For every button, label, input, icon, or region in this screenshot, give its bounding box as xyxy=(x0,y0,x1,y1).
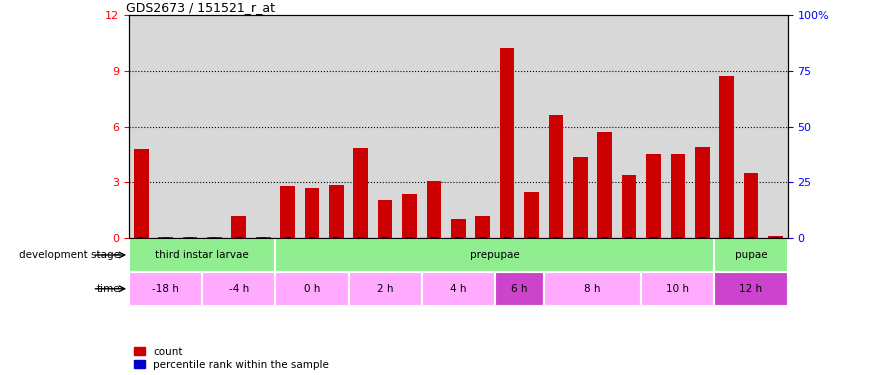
Text: development stage: development stage xyxy=(20,250,120,260)
Bar xyxy=(431,237,437,238)
Bar xyxy=(456,237,461,238)
Bar xyxy=(744,173,758,238)
Bar xyxy=(724,237,730,238)
Bar xyxy=(334,237,339,238)
Bar xyxy=(626,237,632,238)
Text: -18 h: -18 h xyxy=(152,284,179,294)
Bar xyxy=(529,237,535,238)
Bar xyxy=(358,237,364,238)
Bar xyxy=(500,48,514,238)
Text: 10 h: 10 h xyxy=(667,284,690,294)
Bar xyxy=(544,272,642,306)
Bar xyxy=(451,219,465,238)
Bar xyxy=(715,272,788,306)
Bar xyxy=(548,116,563,238)
Bar xyxy=(573,157,587,238)
Text: 8 h: 8 h xyxy=(584,284,601,294)
Bar xyxy=(622,175,636,238)
Bar xyxy=(353,148,368,238)
Bar xyxy=(285,237,291,238)
Bar xyxy=(642,272,715,306)
Text: prepupae: prepupae xyxy=(470,250,520,260)
Bar xyxy=(426,182,441,238)
Text: 2 h: 2 h xyxy=(377,284,393,294)
Bar xyxy=(382,237,388,238)
Bar xyxy=(236,237,242,238)
Bar xyxy=(597,132,612,238)
Bar xyxy=(212,237,217,238)
Bar xyxy=(402,194,417,238)
Bar xyxy=(260,237,266,238)
Text: pupae: pupae xyxy=(735,250,767,260)
Bar xyxy=(480,237,486,238)
Bar xyxy=(309,237,315,238)
Bar xyxy=(275,238,715,272)
Bar xyxy=(695,147,709,238)
Legend: count, percentile rank within the sample: count, percentile rank within the sample xyxy=(134,346,329,370)
Text: 0 h: 0 h xyxy=(303,284,320,294)
Bar xyxy=(158,237,173,238)
Bar xyxy=(675,237,681,238)
Bar xyxy=(475,216,490,238)
Bar xyxy=(187,237,193,238)
Bar xyxy=(349,272,422,306)
Text: time: time xyxy=(96,284,120,294)
Text: third instar larvae: third instar larvae xyxy=(156,250,249,260)
Bar xyxy=(280,186,295,238)
Bar xyxy=(129,238,275,272)
Bar xyxy=(553,237,559,238)
Bar xyxy=(715,238,788,272)
Bar xyxy=(700,237,706,238)
Bar xyxy=(719,76,734,238)
Bar xyxy=(651,237,657,238)
Bar xyxy=(495,272,544,306)
Bar xyxy=(202,272,275,306)
Bar xyxy=(329,185,344,238)
Bar xyxy=(670,154,685,238)
Bar xyxy=(602,237,608,238)
Text: -4 h: -4 h xyxy=(229,284,249,294)
Bar xyxy=(129,272,202,306)
Text: GDS2673 / 151521_r_at: GDS2673 / 151521_r_at xyxy=(125,1,275,14)
Bar xyxy=(524,192,538,238)
Bar xyxy=(138,237,144,238)
Text: 6 h: 6 h xyxy=(511,284,528,294)
Bar xyxy=(134,149,149,238)
Bar xyxy=(504,237,510,238)
Bar xyxy=(256,237,271,238)
Bar xyxy=(773,237,779,238)
Bar xyxy=(378,200,392,238)
Bar xyxy=(407,237,413,238)
Bar xyxy=(304,188,320,238)
Bar xyxy=(748,237,754,238)
Bar xyxy=(422,272,495,306)
Text: 4 h: 4 h xyxy=(450,284,466,294)
Bar xyxy=(182,237,198,238)
Bar xyxy=(207,237,222,238)
Bar xyxy=(768,236,783,238)
Bar xyxy=(231,216,247,238)
Text: 12 h: 12 h xyxy=(740,284,763,294)
Bar xyxy=(646,154,660,238)
Bar xyxy=(163,237,169,238)
Bar xyxy=(578,237,583,238)
Bar xyxy=(275,272,349,306)
